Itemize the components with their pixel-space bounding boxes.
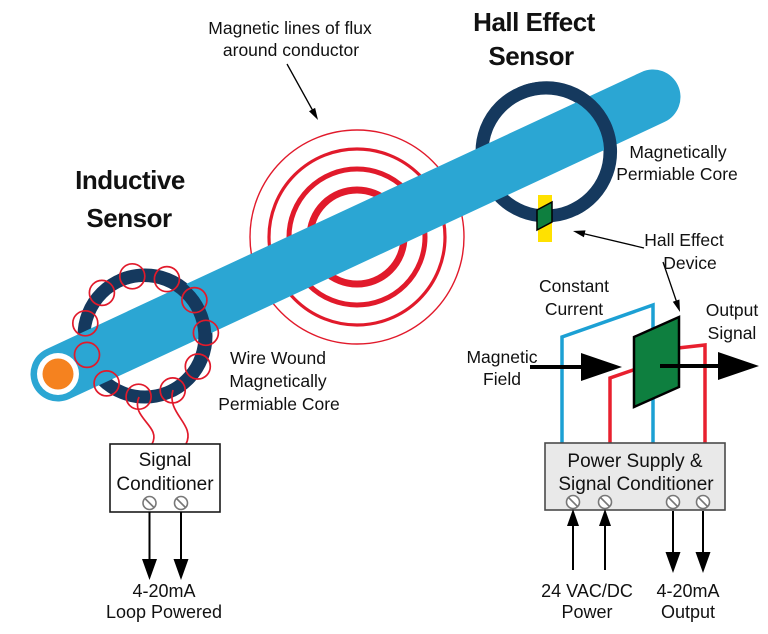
coil-loop: [71, 309, 99, 337]
hall-core-label: Permiable Core: [616, 164, 738, 184]
conductor-tube: [30, 69, 681, 402]
winding-label: Magnetically: [229, 371, 327, 391]
current-output-arrow-1: [665, 511, 681, 573]
magnetic-field-arrow-out: [660, 352, 759, 380]
hall-core-ring-front: [517, 81, 618, 216]
coil-loop: [181, 286, 208, 314]
conductor-end-copper: [42, 358, 74, 390]
flux-circle-outer: [249, 129, 465, 345]
hall-device-label-arrow-schematic: [662, 261, 680, 312]
magnetic-field-arrow-in: [530, 353, 622, 381]
signal-conditioner-box-label: Conditioner: [116, 474, 214, 495]
screw-terminal: [565, 494, 581, 510]
current-output-label: Output: [661, 602, 715, 622]
flux-label-arrow: [286, 63, 318, 120]
coil-loop: [118, 262, 146, 290]
current-output-arrow-2: [695, 511, 711, 573]
screw-terminal: [173, 495, 189, 511]
signal-conditioner-box: [109, 443, 221, 513]
signal-conditioner-box-label: Signal: [139, 450, 192, 471]
coil-lead-wire-1: [136, 396, 155, 445]
power-supply-box-label: Signal Conditioner: [558, 474, 714, 495]
magnetic-field-label: Field: [483, 369, 521, 389]
output-signal-label: Output: [706, 300, 759, 320]
output-signal-wire-left: [608, 367, 637, 443]
screw-terminal: [695, 494, 711, 510]
power-supply-box-label: Power Supply &: [567, 451, 703, 472]
output-signal-label: Signal: [708, 323, 757, 343]
loop-powered-label: 4-20mA: [132, 581, 195, 601]
hall-device-label: Hall Effect: [644, 230, 724, 250]
hall-sensor-title: Sensor: [488, 41, 574, 71]
power-in-arrow-1: [567, 509, 579, 570]
hall-core-label: Magnetically: [629, 142, 727, 162]
hall-sensor-title: Hall Effect: [473, 7, 595, 37]
coil-loop: [184, 353, 212, 380]
loop-powered-label: Loop Powered: [106, 602, 222, 622]
hall-device-label: Device: [663, 253, 717, 273]
flux-label: Magnetic lines of flux: [208, 18, 372, 38]
hall-device-label-arrow-ring: [573, 230, 645, 249]
coil-lead-wire-2: [171, 389, 189, 445]
power-in-label: Power: [561, 602, 612, 622]
screw-terminal: [597, 494, 613, 510]
magnetic-field-label: Magnetic: [466, 347, 537, 367]
screw-terminal: [665, 494, 681, 510]
flux-label: around conductor: [223, 40, 359, 60]
hall-device-chip: [536, 200, 553, 232]
coil-loop: [88, 279, 116, 307]
inductive-sensor-title: Sensor: [86, 203, 172, 233]
winding-label: Permiable Core: [218, 394, 340, 414]
screw-terminal: [142, 495, 157, 511]
power-in-arrow-2: [599, 509, 611, 570]
coil-loop: [93, 370, 120, 397]
hall-element-schematic: [632, 315, 681, 409]
current-output-label: 4-20mA: [656, 581, 719, 601]
winding-label: Wire Wound: [230, 348, 326, 368]
constant-current-label: Current: [545, 299, 603, 319]
inductive-sensor-title: Inductive: [75, 165, 185, 195]
power-in-label: 24 VAC/DC: [541, 581, 633, 601]
inductive-core-ring-front: [117, 269, 212, 397]
flux-circle-3: [267, 147, 447, 327]
coil-loop: [73, 341, 101, 369]
coil-loop: [153, 265, 181, 293]
loop-output-arrow-1: [142, 512, 157, 580]
loop-output-arrow-2: [173, 512, 189, 580]
output-signal-wire-right: [677, 343, 707, 443]
coil-loop: [192, 319, 220, 347]
constant-current-label: Constant: [539, 276, 609, 296]
coil-winding: [71, 262, 220, 411]
